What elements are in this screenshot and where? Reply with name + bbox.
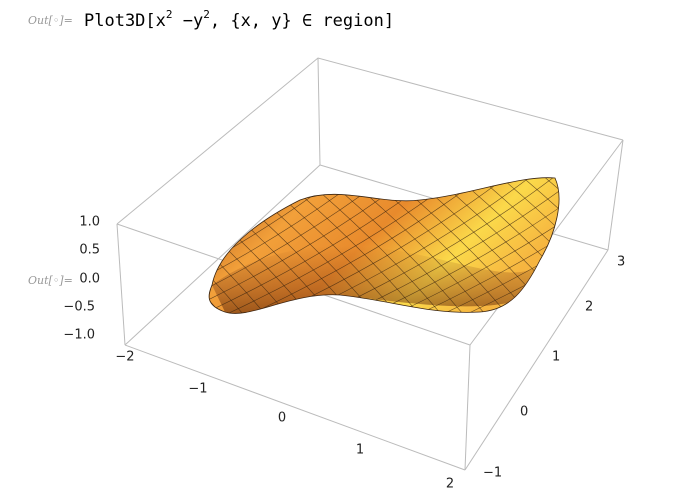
tick-label: −1 bbox=[188, 382, 207, 397]
code-part: Plot3D[x bbox=[84, 11, 166, 31]
mesh-line bbox=[576, 150, 698, 330]
tick-label: 0.5 bbox=[79, 243, 100, 258]
tick-label: 1 bbox=[552, 350, 560, 365]
tick-label: 1 bbox=[356, 443, 364, 458]
code-part: −y bbox=[173, 11, 204, 31]
tick-label: 0 bbox=[520, 405, 528, 420]
mesh-line bbox=[0, 160, 66, 340]
mesh-line bbox=[209, 177, 397, 314]
mesh-line bbox=[527, 177, 560, 314]
tick-label: −0.5 bbox=[63, 300, 95, 315]
mesh-line bbox=[209, 177, 493, 314]
tick-label: 1.0 bbox=[79, 215, 100, 230]
mesh-line bbox=[545, 177, 560, 314]
tick-label: 0 bbox=[278, 411, 286, 426]
output-label: Out[◦]= bbox=[28, 14, 73, 27]
mesh-line bbox=[501, 177, 560, 314]
tick-label: −1 bbox=[483, 466, 502, 481]
input-code[interactable]: Plot3D[x2 −y2, {x, y} ∈ region] bbox=[84, 8, 394, 31]
tick-label: 2 bbox=[585, 300, 593, 315]
mesh-line bbox=[209, 177, 373, 314]
code-part: , {x, y} ∈ region] bbox=[210, 11, 394, 31]
tick-label: −1.0 bbox=[63, 328, 95, 343]
mesh-line bbox=[18, 160, 198, 340]
tick-label: 3 bbox=[617, 255, 625, 270]
mesh-line bbox=[209, 177, 421, 314]
mesh-line bbox=[523, 177, 560, 314]
mesh-line bbox=[209, 177, 331, 314]
tick-label: 0.0 bbox=[79, 272, 100, 287]
tick-label: 2 bbox=[446, 477, 454, 492]
mesh-line bbox=[209, 177, 353, 314]
mesh-line bbox=[431, 177, 560, 314]
mesh-line bbox=[407, 177, 560, 314]
surface bbox=[0, 150, 698, 340]
tick-label: −2 bbox=[115, 350, 134, 365]
superscript: 2 bbox=[203, 8, 210, 21]
mesh-line bbox=[209, 177, 445, 314]
output-label: Out[◦]= bbox=[28, 274, 73, 287]
superscript: 2 bbox=[166, 8, 173, 21]
mesh-line bbox=[209, 177, 229, 314]
